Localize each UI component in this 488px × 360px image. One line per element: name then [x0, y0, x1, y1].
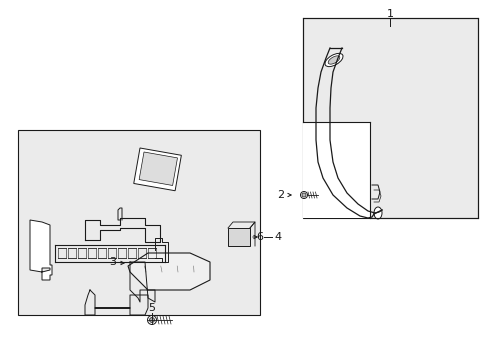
Text: 5: 5: [148, 303, 155, 313]
Polygon shape: [128, 253, 209, 290]
Ellipse shape: [373, 207, 381, 219]
Bar: [18, 130, 260, 315]
Polygon shape: [30, 220, 52, 280]
Text: 4: 4: [274, 232, 281, 242]
Ellipse shape: [149, 318, 154, 323]
Ellipse shape: [300, 192, 307, 198]
Bar: [139, 152, 177, 185]
Ellipse shape: [325, 53, 342, 67]
Bar: [303, 122, 369, 218]
Text: 6: 6: [256, 232, 263, 242]
Bar: [303, 18, 477, 218]
Text: 2: 2: [276, 190, 284, 200]
Bar: [227, 228, 249, 246]
Text: 1: 1: [386, 9, 393, 19]
Ellipse shape: [147, 315, 156, 324]
Ellipse shape: [327, 56, 339, 64]
Bar: [134, 148, 181, 191]
Ellipse shape: [302, 193, 305, 197]
Text: 3: 3: [109, 257, 116, 267]
